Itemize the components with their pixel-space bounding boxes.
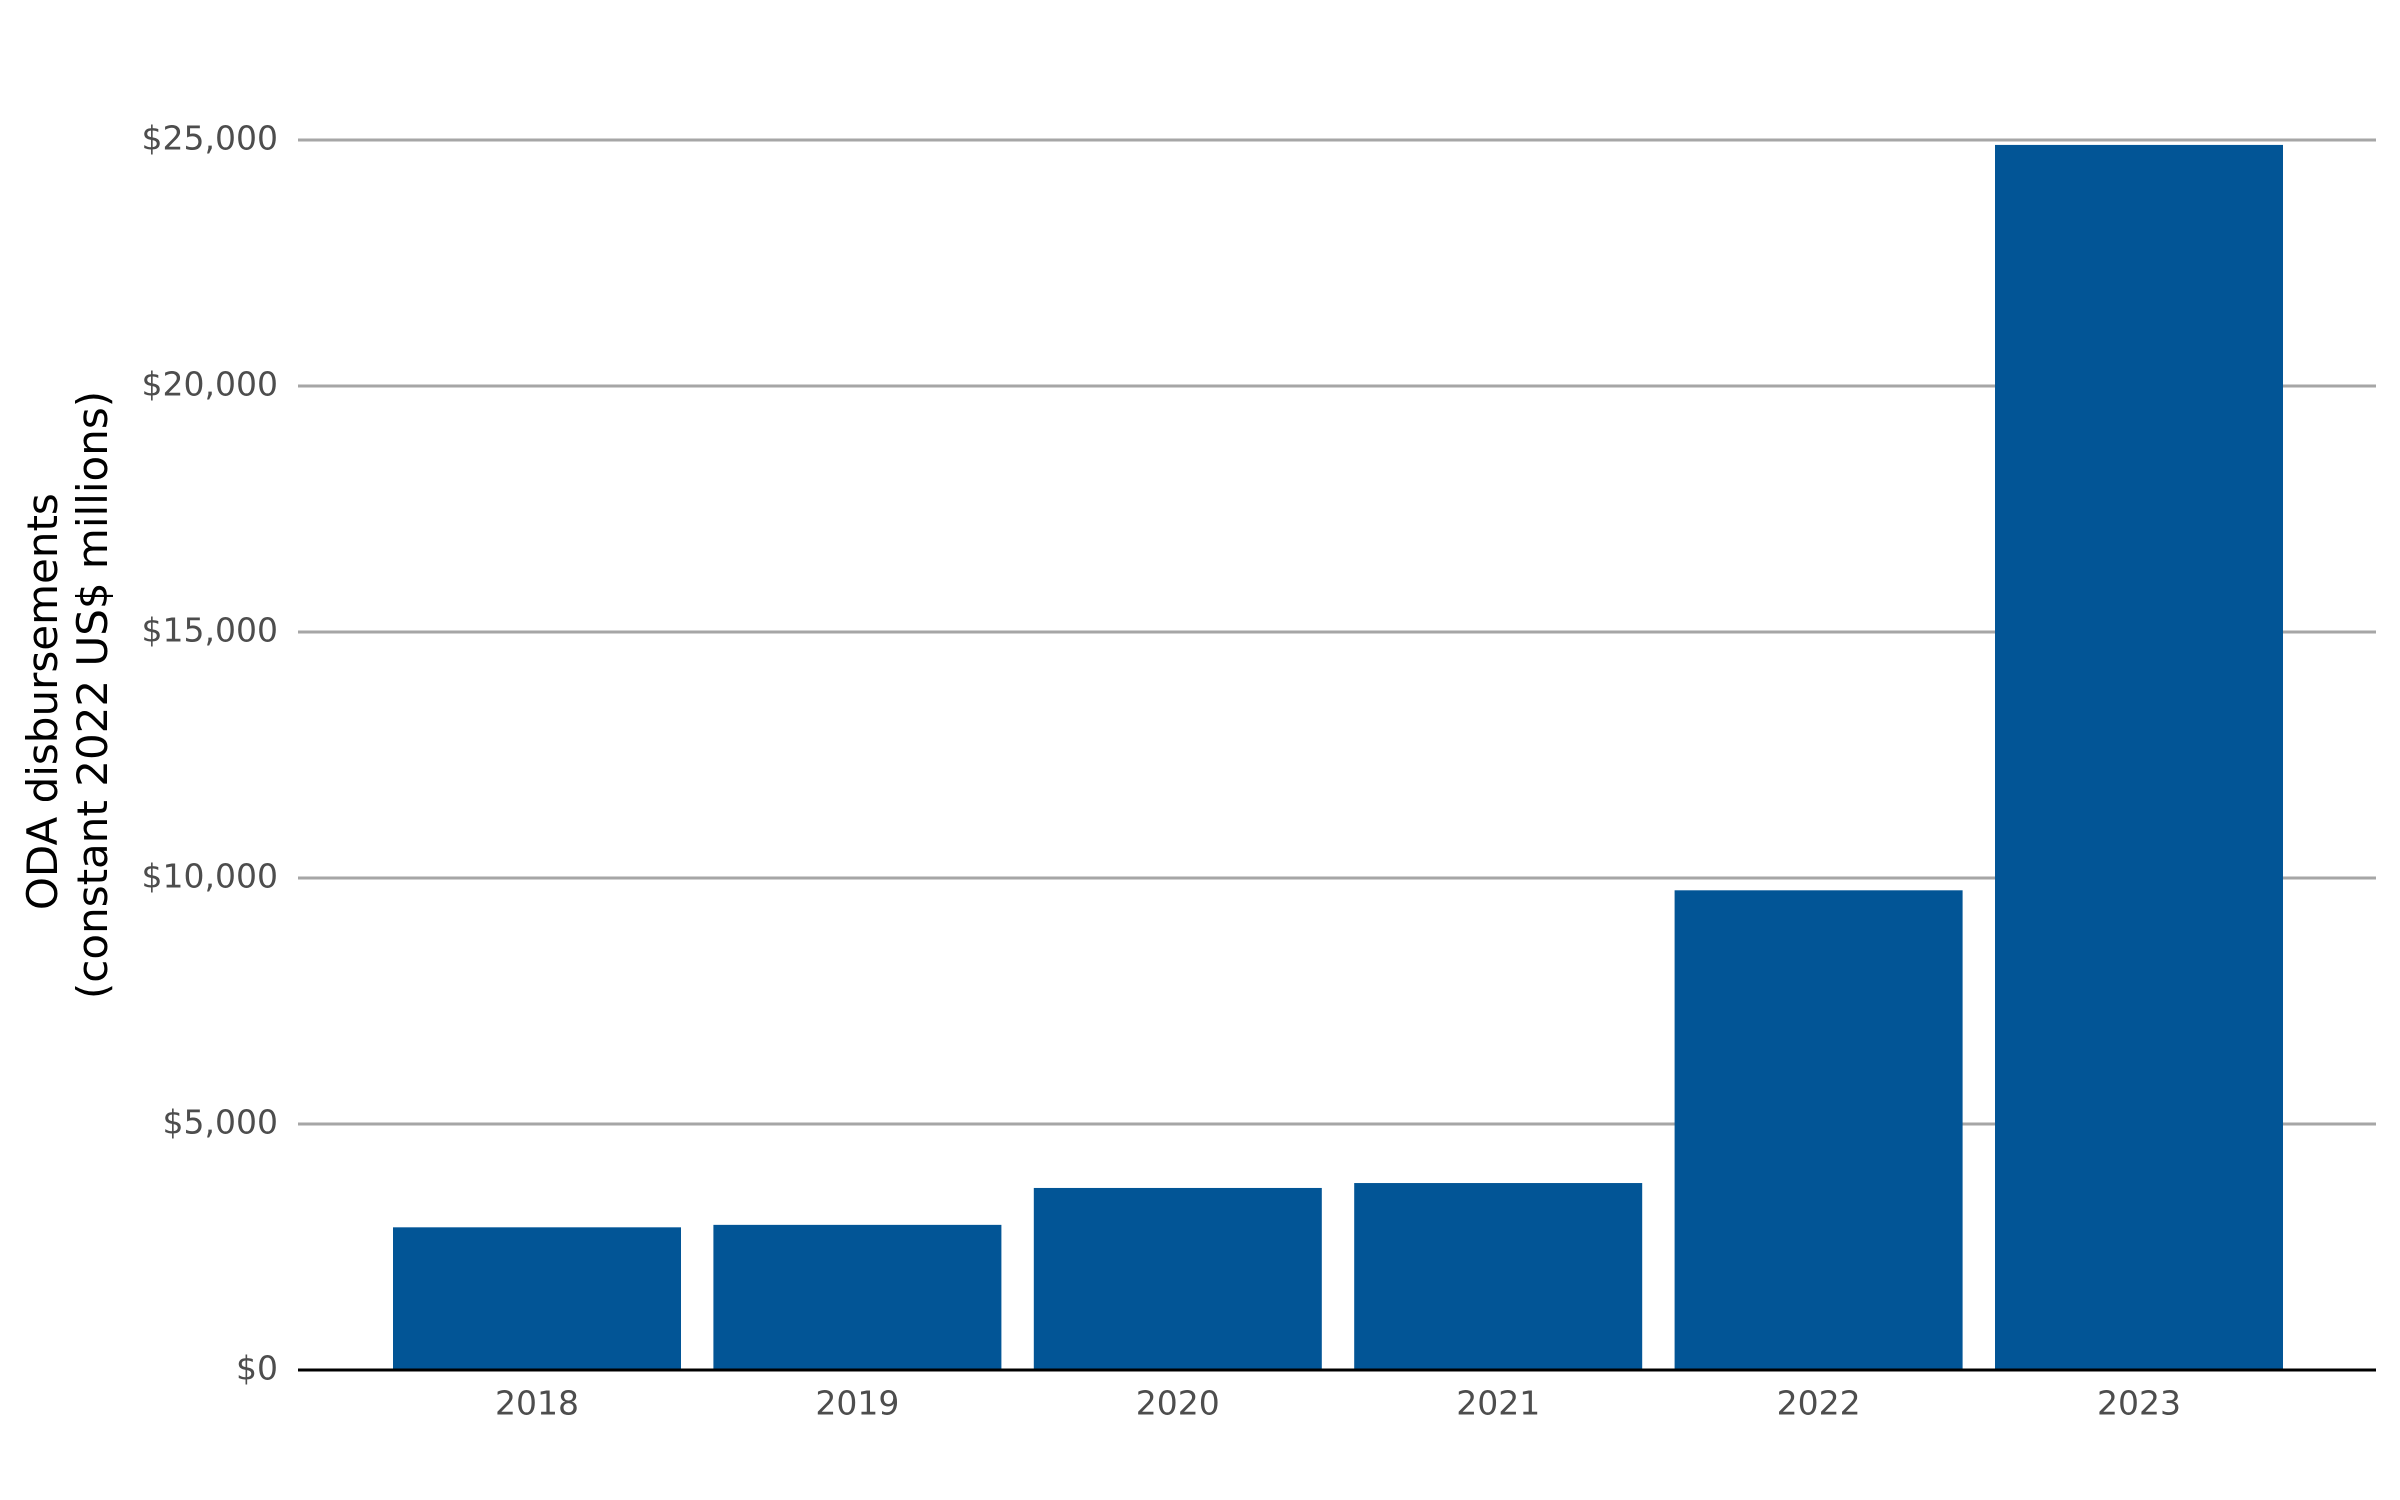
bar-2022 xyxy=(1674,890,1963,1370)
x-tick-label: 2019 xyxy=(815,1384,899,1423)
bar-2020 xyxy=(1033,1187,1322,1370)
y-axis-title: ODA disbursements (constant 2022 US$ mil… xyxy=(18,391,117,999)
y-tick-label: $15,000 xyxy=(142,611,278,650)
x-tick-label: 2020 xyxy=(1136,1384,1220,1423)
bar-2018 xyxy=(393,1227,681,1370)
bar-2021 xyxy=(1354,1183,1643,1370)
y-axis-ticks: $0 $5,000 $10,000 $15,000 $20,000 $25,000 xyxy=(142,119,278,1388)
y-tick-label: $10,000 xyxy=(142,857,278,896)
y-tick-label: $25,000 xyxy=(142,119,278,158)
y-tick-label: $20,000 xyxy=(142,365,278,404)
x-tick-label: 2023 xyxy=(2097,1384,2181,1423)
bar-2019 xyxy=(713,1224,1002,1370)
y-axis-title-line-2: (constant 2022 US$ millions) xyxy=(68,391,117,999)
y-tick-label: $0 xyxy=(236,1349,278,1388)
x-tick-label: 2021 xyxy=(1456,1384,1540,1423)
y-axis-title-line-1: ODA disbursements xyxy=(18,493,67,910)
y-tick-label: $5,000 xyxy=(163,1103,278,1142)
bar-2023 xyxy=(1995,144,2283,1370)
bars xyxy=(393,144,2283,1370)
x-tick-label: 2022 xyxy=(1777,1384,1861,1423)
x-axis-ticks: 2018 2019 2020 2021 2022 2023 xyxy=(495,1384,2181,1423)
x-tick-label: 2018 xyxy=(495,1384,579,1423)
